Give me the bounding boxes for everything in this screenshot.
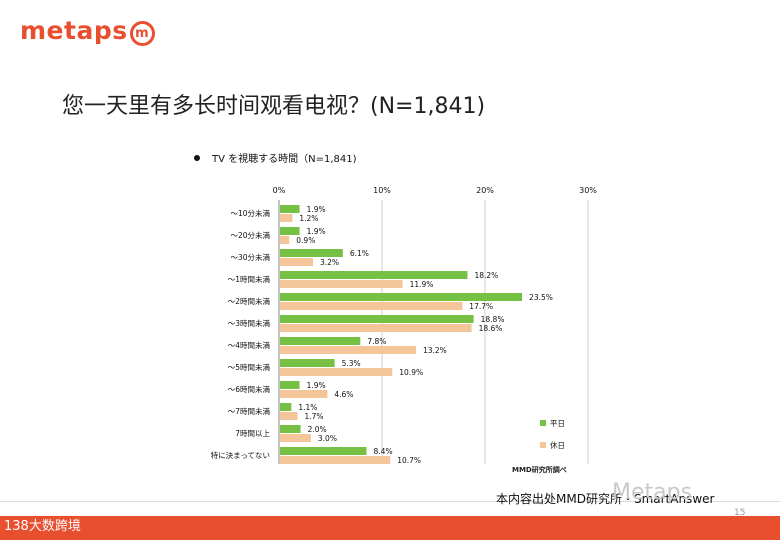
bar bbox=[280, 390, 328, 398]
data-label: 18.2% bbox=[474, 271, 498, 280]
watermark: Metaps bbox=[612, 480, 693, 505]
category-label: 7時間以上 bbox=[235, 429, 270, 438]
legend-swatch bbox=[540, 442, 546, 448]
data-label: 10.7% bbox=[397, 456, 421, 465]
category-label: ～6時間未満 bbox=[228, 384, 271, 394]
bar bbox=[280, 236, 290, 244]
category-label: ～5時間未満 bbox=[228, 362, 271, 372]
data-label: 1.1% bbox=[298, 403, 317, 412]
data-label: 4.6% bbox=[334, 390, 353, 399]
metaps-logo: metaps m bbox=[20, 16, 155, 46]
bar bbox=[280, 346, 416, 354]
bar bbox=[280, 271, 468, 279]
bar bbox=[280, 381, 300, 389]
data-label: 6.1% bbox=[350, 249, 369, 258]
chart-source-note: MMD研究所調べ bbox=[512, 466, 567, 474]
data-label: 1.2% bbox=[299, 214, 318, 223]
bar bbox=[280, 456, 391, 464]
footer-source-text: 本内容出处MMD研究所・SmartAnswer bbox=[496, 492, 715, 506]
bar bbox=[280, 412, 298, 420]
bar bbox=[280, 249, 343, 257]
bar bbox=[280, 302, 463, 310]
footer-divider bbox=[0, 501, 780, 502]
bar bbox=[280, 368, 393, 376]
bar bbox=[280, 337, 361, 345]
data-label: 5.3% bbox=[342, 359, 361, 368]
bar bbox=[280, 359, 335, 367]
data-label: 18.6% bbox=[479, 324, 503, 333]
data-label: 10.9% bbox=[399, 368, 423, 377]
chart-title-text: TV を視聴する時間（N=1,841) bbox=[212, 154, 357, 165]
data-label: 1.7% bbox=[305, 412, 324, 421]
data-label: 1.9% bbox=[307, 227, 326, 236]
bar bbox=[280, 280, 403, 288]
bar bbox=[280, 258, 313, 266]
bar bbox=[280, 425, 301, 433]
data-label: 17.7% bbox=[469, 302, 493, 311]
bar bbox=[280, 447, 367, 455]
bottom-bar bbox=[0, 516, 780, 540]
bar bbox=[280, 227, 300, 235]
x-tick-label: 0% bbox=[273, 186, 286, 195]
data-label: 3.0% bbox=[318, 434, 337, 443]
data-label: 3.2% bbox=[320, 258, 339, 267]
data-label: 0.9% bbox=[296, 236, 315, 245]
category-label: ～10分未満 bbox=[230, 208, 270, 218]
data-label: 2.0% bbox=[308, 425, 327, 434]
data-label: 23.5% bbox=[529, 293, 553, 302]
bar bbox=[280, 324, 472, 332]
legend-label: 平日 bbox=[550, 419, 565, 428]
category-label: ～30分未満 bbox=[230, 252, 270, 262]
category-label: ～3時間未満 bbox=[228, 318, 271, 328]
data-label: 8.4% bbox=[374, 447, 393, 456]
category-label: ～20分未満 bbox=[230, 230, 270, 240]
x-tick-label: 10% bbox=[373, 186, 391, 195]
category-label: ～7時間未満 bbox=[228, 406, 271, 416]
bottom-bar-text: 138大数跨境 bbox=[4, 519, 81, 534]
category-label: ～4時間未満 bbox=[228, 340, 271, 350]
bar bbox=[280, 214, 293, 222]
bar bbox=[280, 403, 292, 411]
bar bbox=[280, 434, 311, 442]
chart-title: TV を視聴する時間（N=1,841) bbox=[194, 150, 357, 165]
bar bbox=[280, 205, 300, 213]
data-label: 1.9% bbox=[307, 381, 326, 390]
page-number: 15 bbox=[734, 508, 746, 518]
data-label: 7.8% bbox=[367, 337, 386, 346]
legend-swatch bbox=[540, 420, 546, 426]
data-label: 18.8% bbox=[481, 315, 505, 324]
slide-headline: 您一天里有多长时间观看电视？(N=1,841) bbox=[62, 94, 486, 119]
category-label: ～1時間未満 bbox=[228, 274, 271, 284]
data-label: 1.9% bbox=[307, 205, 326, 214]
bar bbox=[280, 293, 523, 301]
data-label: 11.9% bbox=[410, 280, 434, 289]
bullet-icon bbox=[194, 155, 200, 161]
category-label: 特に決まってない bbox=[211, 450, 270, 460]
category-label: ～2時間未満 bbox=[228, 296, 271, 306]
data-label: 13.2% bbox=[423, 346, 447, 355]
x-tick-label: 30% bbox=[579, 186, 597, 195]
legend-label: 休日 bbox=[550, 440, 565, 450]
logo-mark-icon: m bbox=[129, 21, 155, 46]
bar bbox=[280, 315, 474, 323]
x-tick-label: 20% bbox=[476, 186, 494, 195]
